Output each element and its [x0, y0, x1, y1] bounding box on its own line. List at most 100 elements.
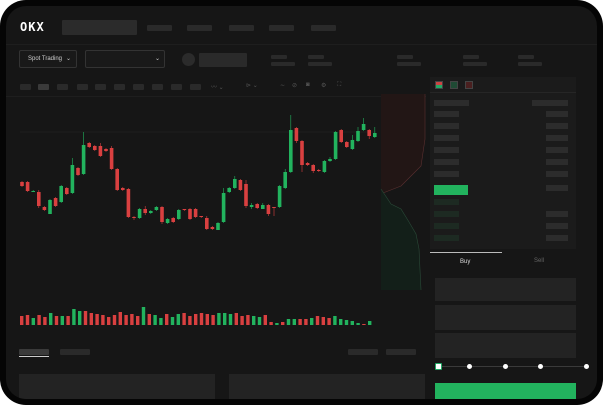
leverage-slider[interactable] [439, 366, 589, 367]
draw-tool-icon[interactable]: ⊳ ⌄ [246, 83, 258, 89]
volume-bar [263, 315, 267, 325]
candle-body [87, 143, 91, 147]
candle [317, 169, 321, 172]
timeframe-button[interactable] [171, 84, 182, 90]
book-view-both-icon[interactable] [435, 81, 443, 89]
pair-select[interactable]: ⌄ [85, 50, 165, 68]
candle-body [76, 168, 80, 175]
candle-body [373, 133, 377, 137]
ask-price [434, 147, 459, 153]
candle-body [322, 161, 327, 172]
nav-item[interactable] [269, 25, 294, 31]
bid-price [434, 235, 459, 241]
mode-select[interactable]: Spot Trading ⌄ [19, 50, 77, 68]
tab-order-history[interactable] [60, 349, 90, 355]
book-view-bids-icon[interactable] [450, 81, 458, 89]
fullscreen-icon[interactable]: ⛶ [337, 82, 342, 88]
candle-body [171, 218, 175, 222]
timeframe-button[interactable] [114, 84, 125, 90]
candle-body [93, 146, 97, 150]
candle-body [193, 209, 198, 217]
volume-bar [286, 319, 291, 325]
candle [171, 217, 175, 223]
volume-bar [223, 313, 227, 325]
candle-body [339, 130, 343, 142]
candle [81, 132, 86, 175]
candle-body [272, 207, 276, 208]
candlestick-chart[interactable] [6, 6, 377, 325]
timeframe-button[interactable] [20, 84, 31, 90]
bid-size [546, 235, 568, 241]
slider-mark-100[interactable] [584, 364, 589, 369]
candle-body [109, 148, 114, 169]
candle [333, 131, 338, 160]
volume-bar [304, 319, 308, 325]
candle [93, 145, 97, 151]
timeframe-button[interactable] [77, 84, 88, 90]
volume-bar [72, 309, 76, 325]
volume-bar [118, 312, 122, 325]
bid-size [546, 211, 568, 217]
volume-bar [20, 316, 24, 325]
candle [20, 181, 24, 187]
candle-body [31, 191, 35, 192]
volume-bar [153, 315, 157, 325]
tab-buy[interactable]: Buy [430, 252, 502, 270]
nav-item[interactable] [229, 25, 254, 31]
stat-value [463, 62, 487, 66]
candle [87, 142, 91, 148]
timeframe-button[interactable] [152, 84, 163, 90]
volume-bar [107, 317, 111, 325]
slider-mark-50[interactable] [503, 364, 508, 369]
buy-button[interactable] [435, 383, 576, 399]
indicator-icon[interactable]: 〰 ⌄ [211, 85, 224, 91]
candle-body [59, 186, 63, 202]
book-header [434, 100, 469, 106]
candle-body [311, 165, 315, 171]
candle-body [300, 141, 304, 165]
last-price[interactable] [434, 185, 468, 195]
timeframe-button[interactable] [38, 84, 49, 90]
slider-mark-75[interactable] [538, 364, 543, 369]
slider-mark-25[interactable] [467, 364, 472, 369]
candle-body [115, 169, 119, 190]
timeframe-button[interactable] [190, 84, 201, 90]
price-input[interactable] [435, 278, 576, 301]
candle [59, 185, 63, 203]
timeframe-button[interactable] [57, 84, 68, 90]
candle [132, 216, 136, 220]
slider-handle[interactable] [435, 363, 442, 370]
timeframe-button[interactable] [95, 84, 106, 90]
candle-body [199, 216, 203, 217]
line-tool-icon[interactable]: ∼ [280, 83, 286, 89]
candle-body [154, 207, 159, 210]
volume-bar [315, 316, 320, 325]
total-input[interactable] [435, 333, 576, 358]
book-view-asks-icon[interactable] [465, 81, 473, 89]
camera-icon[interactable]: ◙ [306, 82, 310, 88]
app-screen: OKX Spot Trading ⌄ ⌄ 〰 ⌄ ⊳ ⌄ ∼ ⊘ ◙ ⚙ ⛶ [6, 6, 597, 399]
candle [126, 188, 131, 218]
search-bar[interactable] [62, 20, 137, 35]
nav-item[interactable] [311, 25, 336, 31]
tab-open-orders[interactable] [19, 349, 49, 355]
candle-body [345, 142, 349, 147]
amount-input[interactable] [435, 305, 576, 330]
timeframe-button[interactable] [133, 84, 144, 90]
volume-bar [269, 322, 273, 325]
tab-sell[interactable]: Sell [502, 252, 574, 270]
nav-item[interactable] [147, 25, 172, 31]
candle-body [25, 182, 30, 191]
candle [137, 208, 142, 219]
filter-button[interactable] [348, 349, 378, 355]
nav-item[interactable] [187, 25, 212, 31]
candle-body [210, 227, 215, 229]
candle-body [137, 209, 142, 218]
filter-button[interactable] [386, 349, 416, 355]
okx-logo[interactable]: OKX [20, 20, 45, 34]
ruler-icon[interactable]: ⊘ [292, 83, 298, 89]
divider [6, 96, 426, 97]
volume-bar [141, 307, 146, 325]
settings-icon[interactable]: ⚙ [321, 83, 327, 89]
candle-body [249, 205, 254, 207]
